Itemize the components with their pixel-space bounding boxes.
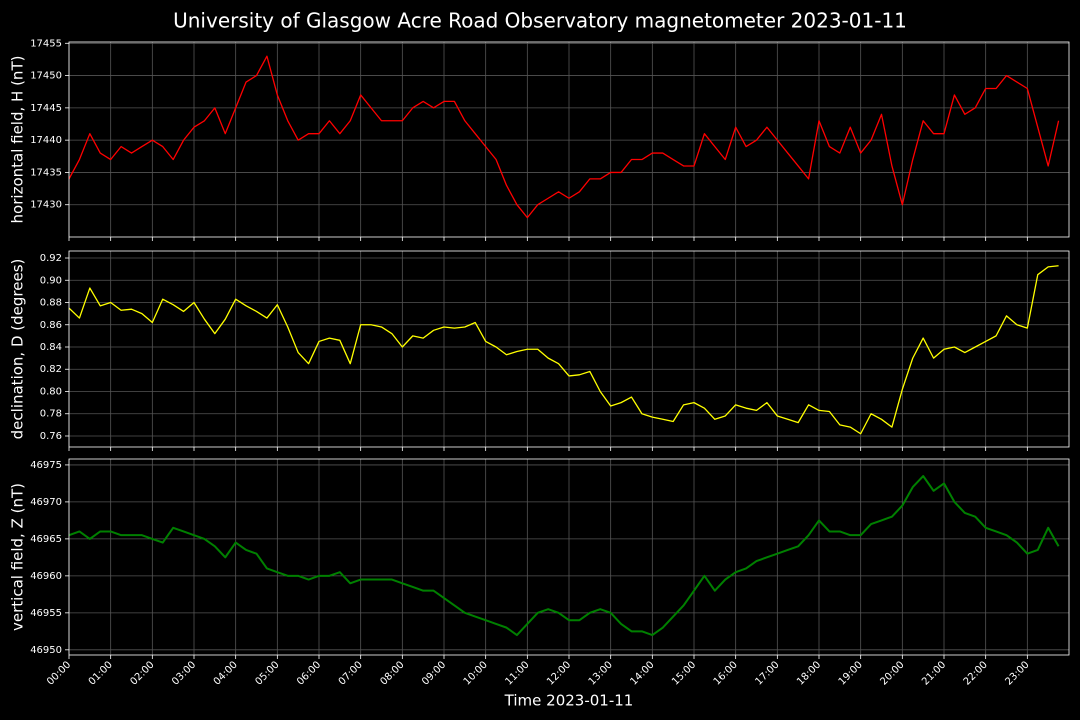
plot-frame: [68, 41, 1070, 238]
y-tick-label: 46955: [30, 608, 62, 619]
y-tick-label: 17435: [30, 167, 62, 178]
y-tick-label: 0.78: [40, 409, 62, 420]
data-line: [69, 475, 1060, 637]
y-axis-label: horizontal field, H (nT): [9, 56, 27, 224]
y-tick-label: 17455: [30, 38, 62, 49]
y-tick-label: 0.80: [40, 386, 62, 397]
y-tick-label: 0.76: [40, 431, 62, 442]
y-tick-label: 0.86: [40, 320, 62, 331]
y-tick-label: 17430: [30, 200, 62, 211]
y-axis-label: declination, D (degrees): [9, 259, 27, 440]
y-tick-label: 46975: [30, 460, 62, 471]
y-tick-label: 0.84: [40, 342, 62, 353]
x-axis-label: Time 2023-01-11: [504, 692, 634, 710]
y-tick-label: 17450: [30, 71, 62, 82]
plot-frame: [68, 458, 1070, 656]
data-line: [69, 55, 1060, 219]
y-tick-label: 0.82: [40, 364, 62, 375]
y-tick-label: 46970: [30, 497, 62, 508]
plot-frame: [68, 250, 1070, 448]
y-tick-label: 46960: [30, 571, 62, 582]
chart-title: University of Glasgow Acre Road Observat…: [173, 9, 907, 33]
y-tick-label: 17440: [30, 135, 62, 146]
y-tick-label: 0.92: [40, 253, 62, 264]
data-line: [69, 265, 1059, 435]
y-tick-label: 46965: [30, 534, 62, 545]
y-axis-label: vertical field, Z (nT): [9, 483, 27, 631]
y-tick-label: 0.90: [40, 275, 62, 286]
y-tick-label: 17445: [30, 103, 62, 114]
y-tick-label: 0.88: [40, 298, 62, 309]
y-tick-label: 46950: [30, 645, 62, 656]
